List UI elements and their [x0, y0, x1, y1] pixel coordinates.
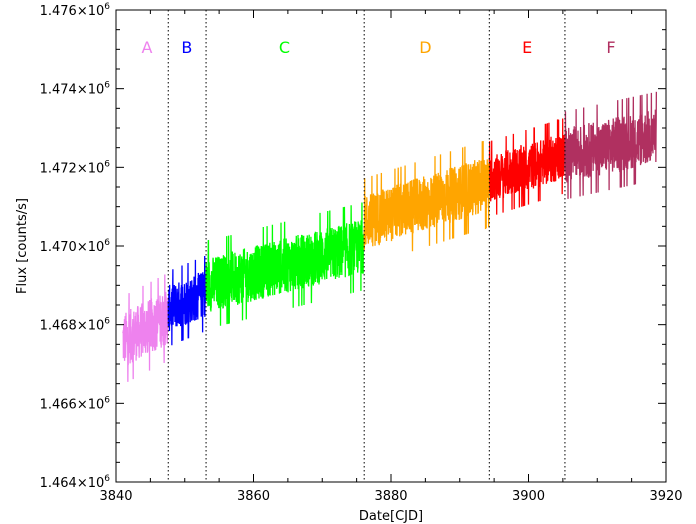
y-axis-label: Flux [counts/s]	[15, 198, 30, 294]
y-axis-ticks: 1.464×106 1.466×106 1.468×106 1.470×106 1.47…	[40, 2, 666, 491]
series-D	[363, 140, 490, 252]
x-tick-label: 3860	[237, 489, 270, 504]
y-tick-label: 1.472×106	[40, 159, 111, 176]
series-A	[122, 274, 169, 382]
y-tick-label: 1.464×106	[40, 474, 111, 491]
segment-label-C: C	[279, 38, 290, 57]
x-tick-label: 3840	[99, 489, 132, 504]
plot-area: A B C D E F	[122, 10, 658, 482]
y-tick-label: 1.474×106	[40, 81, 111, 98]
segment-label-D: D	[419, 38, 431, 57]
segment-label-A: A	[141, 38, 152, 57]
series-B	[167, 256, 207, 346]
series-F	[564, 91, 658, 199]
y-tick-label: 1.470×106	[40, 238, 111, 255]
x-tick-label: 3900	[512, 489, 545, 504]
segment-label-B: B	[181, 38, 192, 57]
divider-layer	[167, 10, 566, 482]
x-axis-label: Date[CJD]	[359, 509, 423, 524]
x-tick-label: 3880	[374, 489, 407, 504]
x-tick-label: 3920	[649, 489, 682, 504]
series-E	[488, 118, 566, 215]
y-tick-label: 1.466×106	[40, 395, 111, 412]
segment-label-F: F	[606, 38, 615, 57]
segment-label-E: E	[522, 38, 532, 57]
y-tick-label: 1.468×106	[40, 317, 111, 334]
series-layer	[122, 91, 658, 382]
series-C	[205, 202, 365, 326]
x-axis-ticks: 3840 3860 3880 3900 3920	[99, 10, 683, 504]
segment-label-layer: A B C D E F	[141, 38, 615, 57]
y-tick-label: 1.476×106	[40, 2, 111, 19]
